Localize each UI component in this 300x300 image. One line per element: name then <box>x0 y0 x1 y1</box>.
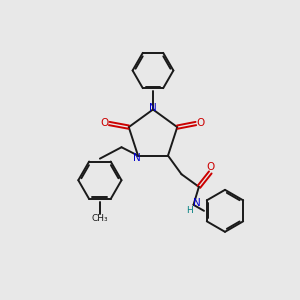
Text: O: O <box>196 118 205 128</box>
Text: N: N <box>149 103 157 113</box>
Text: O: O <box>206 162 214 172</box>
Text: CH₃: CH₃ <box>92 214 108 223</box>
Text: N: N <box>133 153 140 163</box>
Text: N: N <box>193 198 201 208</box>
Text: O: O <box>100 118 109 128</box>
Text: H: H <box>187 206 193 215</box>
